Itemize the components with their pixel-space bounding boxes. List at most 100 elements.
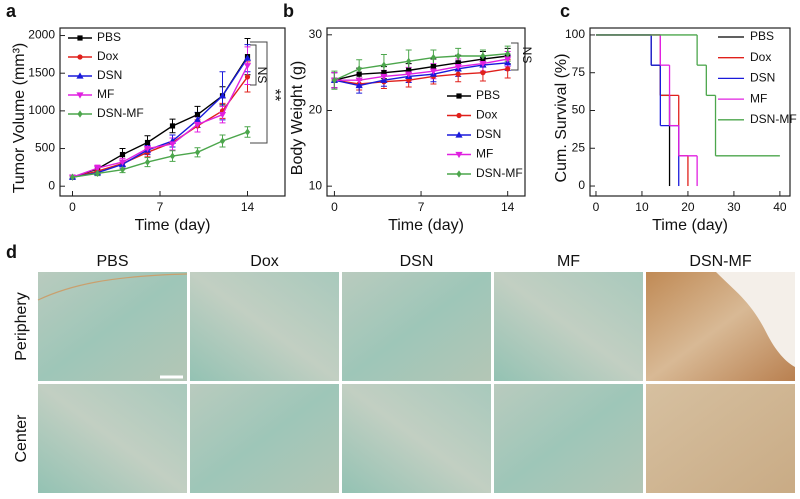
marker	[194, 148, 201, 156]
bracket	[511, 42, 519, 71]
legend-label: DSN	[97, 68, 122, 82]
marker	[406, 57, 412, 65]
panel-label: b	[283, 1, 294, 21]
x-axis-label: Time (day)	[135, 217, 211, 234]
series-line	[72, 131, 248, 178]
column-header: DSN	[400, 253, 434, 270]
marker	[118, 159, 127, 166]
marker	[243, 63, 252, 70]
marker	[93, 165, 102, 172]
series-line	[334, 55, 508, 81]
y-tick-label: 25	[572, 140, 586, 154]
marker	[169, 123, 176, 129]
marker	[119, 151, 126, 158]
panel-label: d	[6, 242, 17, 262]
x-tick-label: 40	[773, 200, 787, 214]
x-tick-label: 0	[331, 200, 338, 214]
tissue-edge	[716, 272, 795, 367]
legend-label: DSN-MF	[97, 106, 144, 120]
series-line	[72, 57, 249, 178]
marker	[479, 60, 487, 68]
series-line	[334, 62, 508, 87]
x-tick-label: 14	[241, 200, 255, 214]
legend-label: MF	[476, 147, 493, 161]
marker	[69, 173, 76, 181]
legend-marker	[76, 92, 84, 99]
micrograph	[494, 384, 643, 493]
tissue-edge	[37, 273, 188, 301]
legend-marker	[77, 54, 83, 60]
legend-label: PBS	[750, 29, 774, 43]
x-tick-label: 7	[418, 200, 425, 214]
legend-label: MF	[97, 87, 114, 101]
marker	[480, 52, 486, 60]
micrograph	[190, 384, 339, 493]
x-axis-label: Time (day)	[652, 217, 728, 234]
marker	[380, 73, 388, 81]
x-tick-label: 7	[157, 200, 164, 214]
y-tick-label: 0	[578, 178, 585, 192]
legend-label: MF	[750, 91, 767, 105]
y-axis-label: Tumor Volume (mm³)	[11, 43, 28, 194]
marker	[144, 158, 151, 166]
marker	[356, 71, 362, 77]
micrograph	[38, 384, 187, 493]
marker	[480, 70, 486, 76]
plot-frame	[326, 27, 526, 197]
series-line	[334, 68, 508, 85]
legend-label: Dox	[476, 108, 497, 122]
micrograph	[646, 384, 795, 493]
y-axis-label: Cum. Survival (%)	[553, 54, 570, 183]
micrograph	[190, 272, 339, 381]
column-header: PBS	[96, 253, 128, 270]
marker	[94, 169, 101, 177]
marker	[429, 68, 438, 75]
marker	[143, 145, 152, 153]
legend-marker	[455, 151, 463, 159]
legend-marker	[455, 131, 463, 138]
x-tick-label: 0	[593, 200, 600, 214]
marker	[218, 112, 227, 119]
x-tick-label: 30	[727, 200, 741, 214]
series-line	[334, 53, 508, 81]
y-tick-label: 500	[35, 141, 55, 155]
micrograph	[38, 272, 187, 381]
marker	[355, 81, 363, 89]
series-line	[72, 65, 249, 178]
marker	[381, 61, 387, 69]
y-axis-label: Body Weight (g)	[289, 61, 306, 175]
legend-label: PBS	[97, 30, 121, 44]
legend-marker	[77, 35, 83, 41]
micrograph	[342, 384, 491, 493]
marker	[194, 112, 201, 118]
y-tick-label: 50	[572, 103, 586, 117]
y-tick-label: 2000	[28, 28, 55, 42]
legend-marker	[76, 72, 84, 79]
x-axis-label: Time (day)	[388, 217, 464, 234]
x-tick-label: 14	[501, 200, 515, 214]
marker	[331, 76, 338, 84]
marker	[168, 141, 177, 148]
legend-label: DSN-MF	[476, 166, 523, 180]
legend-marker	[456, 112, 462, 119]
y-tick-label: 0	[48, 178, 55, 192]
legend-label: Dox	[750, 50, 771, 64]
marker	[218, 92, 227, 99]
row-label: Periphery	[13, 292, 30, 360]
panel-label: a	[6, 1, 17, 21]
marker	[169, 152, 176, 160]
y-tick-label: 10	[309, 178, 323, 192]
column-header: MF	[557, 253, 580, 270]
micrograph	[494, 272, 643, 381]
row-label: Center	[13, 414, 30, 463]
marker	[119, 166, 126, 174]
marker	[430, 53, 437, 62]
plot-frame	[589, 27, 791, 197]
y-tick-label: 100	[565, 27, 585, 41]
legend-label: Dox	[97, 49, 118, 63]
marker	[455, 71, 461, 77]
marker	[455, 52, 461, 60]
annotation: NS	[520, 47, 534, 64]
legend-label: DSN	[476, 127, 501, 141]
